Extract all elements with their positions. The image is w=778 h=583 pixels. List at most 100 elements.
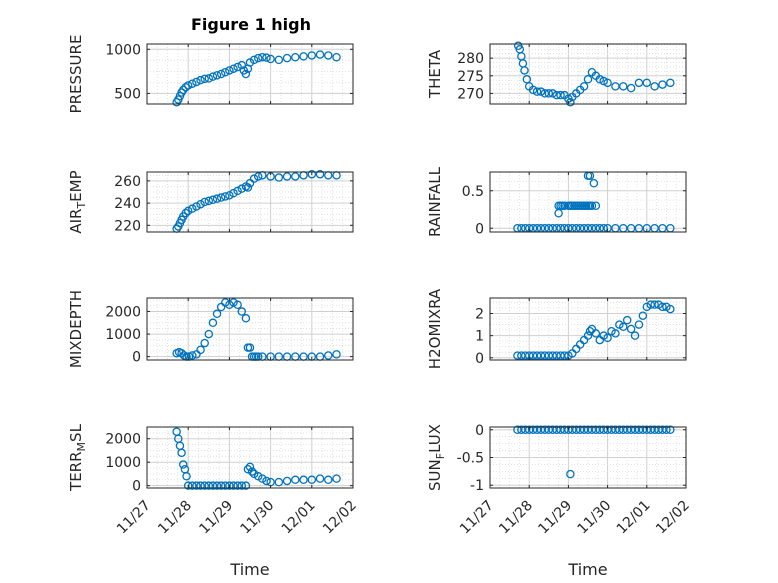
- y-tick-label: 1000: [105, 42, 141, 58]
- data-point: [243, 464, 253, 474]
- y-tick-label: -0.5: [457, 451, 484, 467]
- data-point: [249, 174, 259, 183]
- data-point: [181, 82, 190, 92]
- data-point: [666, 425, 675, 435]
- data-point: [536, 87, 546, 96]
- data-point: [229, 188, 238, 198]
- data-point: [332, 474, 341, 483]
- x-tick-label: 11/29: [196, 498, 236, 538]
- data-point: [212, 309, 222, 319]
- data-point: [196, 199, 205, 209]
- data-point: [291, 172, 300, 181]
- chart-terr_msl: 0 1000 2000 11/27 11/28 11/29 11/30 12/01 12/02 T…: [67, 423, 360, 579]
- data-point: [307, 475, 317, 485]
- data-point: [658, 80, 667, 89]
- axes-box: [489, 43, 687, 105]
- data-point: [247, 467, 257, 476]
- data-point: [225, 191, 234, 200]
- data-point: [619, 82, 628, 91]
- x-tick-label: 11/30: [238, 498, 278, 538]
- y-axis-label: AIRTEMP: [67, 170, 88, 233]
- y-tick-label: 280: [457, 51, 484, 67]
- data-point: [237, 307, 247, 316]
- data-point: [200, 197, 209, 207]
- axes-box: [146, 43, 354, 105]
- x-tick-label: 11/28: [155, 498, 195, 538]
- data-point: [221, 298, 230, 307]
- y-axis-label: PRESSURE: [67, 35, 85, 114]
- data-point: [192, 481, 201, 490]
- data-point: [221, 192, 230, 201]
- data-point: [650, 82, 659, 91]
- data-point: [245, 462, 255, 472]
- data-point: [566, 469, 575, 479]
- y-axis-label: TERRMSL: [67, 423, 88, 492]
- data-point: [299, 52, 308, 61]
- y-tick-label: 220: [114, 218, 141, 234]
- data-point: [177, 448, 186, 458]
- chart-air_temp: 220 240 260 AIRTEMP: [67, 169, 354, 234]
- data-point: [638, 311, 648, 320]
- y-tick-label: 0: [475, 221, 484, 237]
- axes-box: [146, 171, 354, 233]
- y-tick-label: 2: [475, 307, 484, 323]
- data-point: [299, 475, 308, 485]
- data-point: [237, 184, 247, 193]
- data-point: [237, 481, 247, 490]
- data-point: [192, 77, 201, 87]
- data-point: [266, 54, 275, 64]
- data-point: [233, 300, 242, 310]
- data-point: [528, 85, 538, 95]
- data-point: [243, 183, 253, 192]
- data-point: [603, 78, 612, 88]
- chart-rainfall: 0 0.5 RAINFALL: [426, 166, 687, 237]
- y-axis-label: SUNFLUX: [426, 424, 447, 491]
- data-point: [591, 329, 601, 338]
- data-point: [591, 201, 601, 210]
- data-point: [258, 52, 267, 62]
- x-tick-label: 11/27: [114, 498, 154, 538]
- data-point: [245, 343, 255, 352]
- data-point: [560, 351, 569, 360]
- data-point: [192, 202, 201, 211]
- axes-box: [489, 171, 687, 233]
- data-point: [291, 475, 300, 485]
- data-point: [216, 69, 226, 79]
- data-point: [583, 75, 593, 84]
- y-tick-label: 260: [114, 174, 141, 190]
- data-point: [229, 64, 238, 73]
- data-point: [332, 350, 341, 359]
- data-point: [544, 89, 554, 98]
- data-point: [282, 172, 292, 181]
- data-point: [658, 302, 667, 312]
- data-point: [208, 481, 218, 490]
- data-point: [229, 481, 238, 490]
- data-point: [332, 52, 341, 62]
- data-point: [556, 90, 565, 100]
- chart-h2omixra: 0 1 2 H2OMIXRA: [426, 288, 687, 369]
- chart-mixdepth: 0 1000 2000 MIXDEPTH: [67, 290, 354, 368]
- y-tick-label: 1000: [105, 327, 141, 343]
- x-tick-label: 11/28: [496, 498, 536, 538]
- data-point: [196, 75, 205, 85]
- y-tick-label: 1000: [105, 455, 141, 471]
- data-point: [196, 481, 205, 490]
- data-point: [626, 324, 636, 334]
- figure-title: Figure 1 high: [191, 15, 311, 34]
- y-tick-label: 1: [475, 329, 484, 345]
- data-point: [183, 81, 193, 90]
- y-axis-label: THETA: [426, 49, 444, 99]
- data-point: [324, 351, 333, 360]
- data-point: [200, 481, 209, 490]
- data-point: [630, 331, 640, 340]
- data-point: [249, 469, 259, 479]
- data-point: [241, 481, 251, 490]
- data-point: [208, 72, 218, 81]
- data-point: [611, 329, 620, 338]
- data-point: [225, 481, 234, 490]
- x-tick-label: 12/02: [320, 498, 360, 538]
- axes-box: [146, 297, 354, 361]
- data-point: [315, 50, 325, 59]
- data-point: [307, 51, 317, 60]
